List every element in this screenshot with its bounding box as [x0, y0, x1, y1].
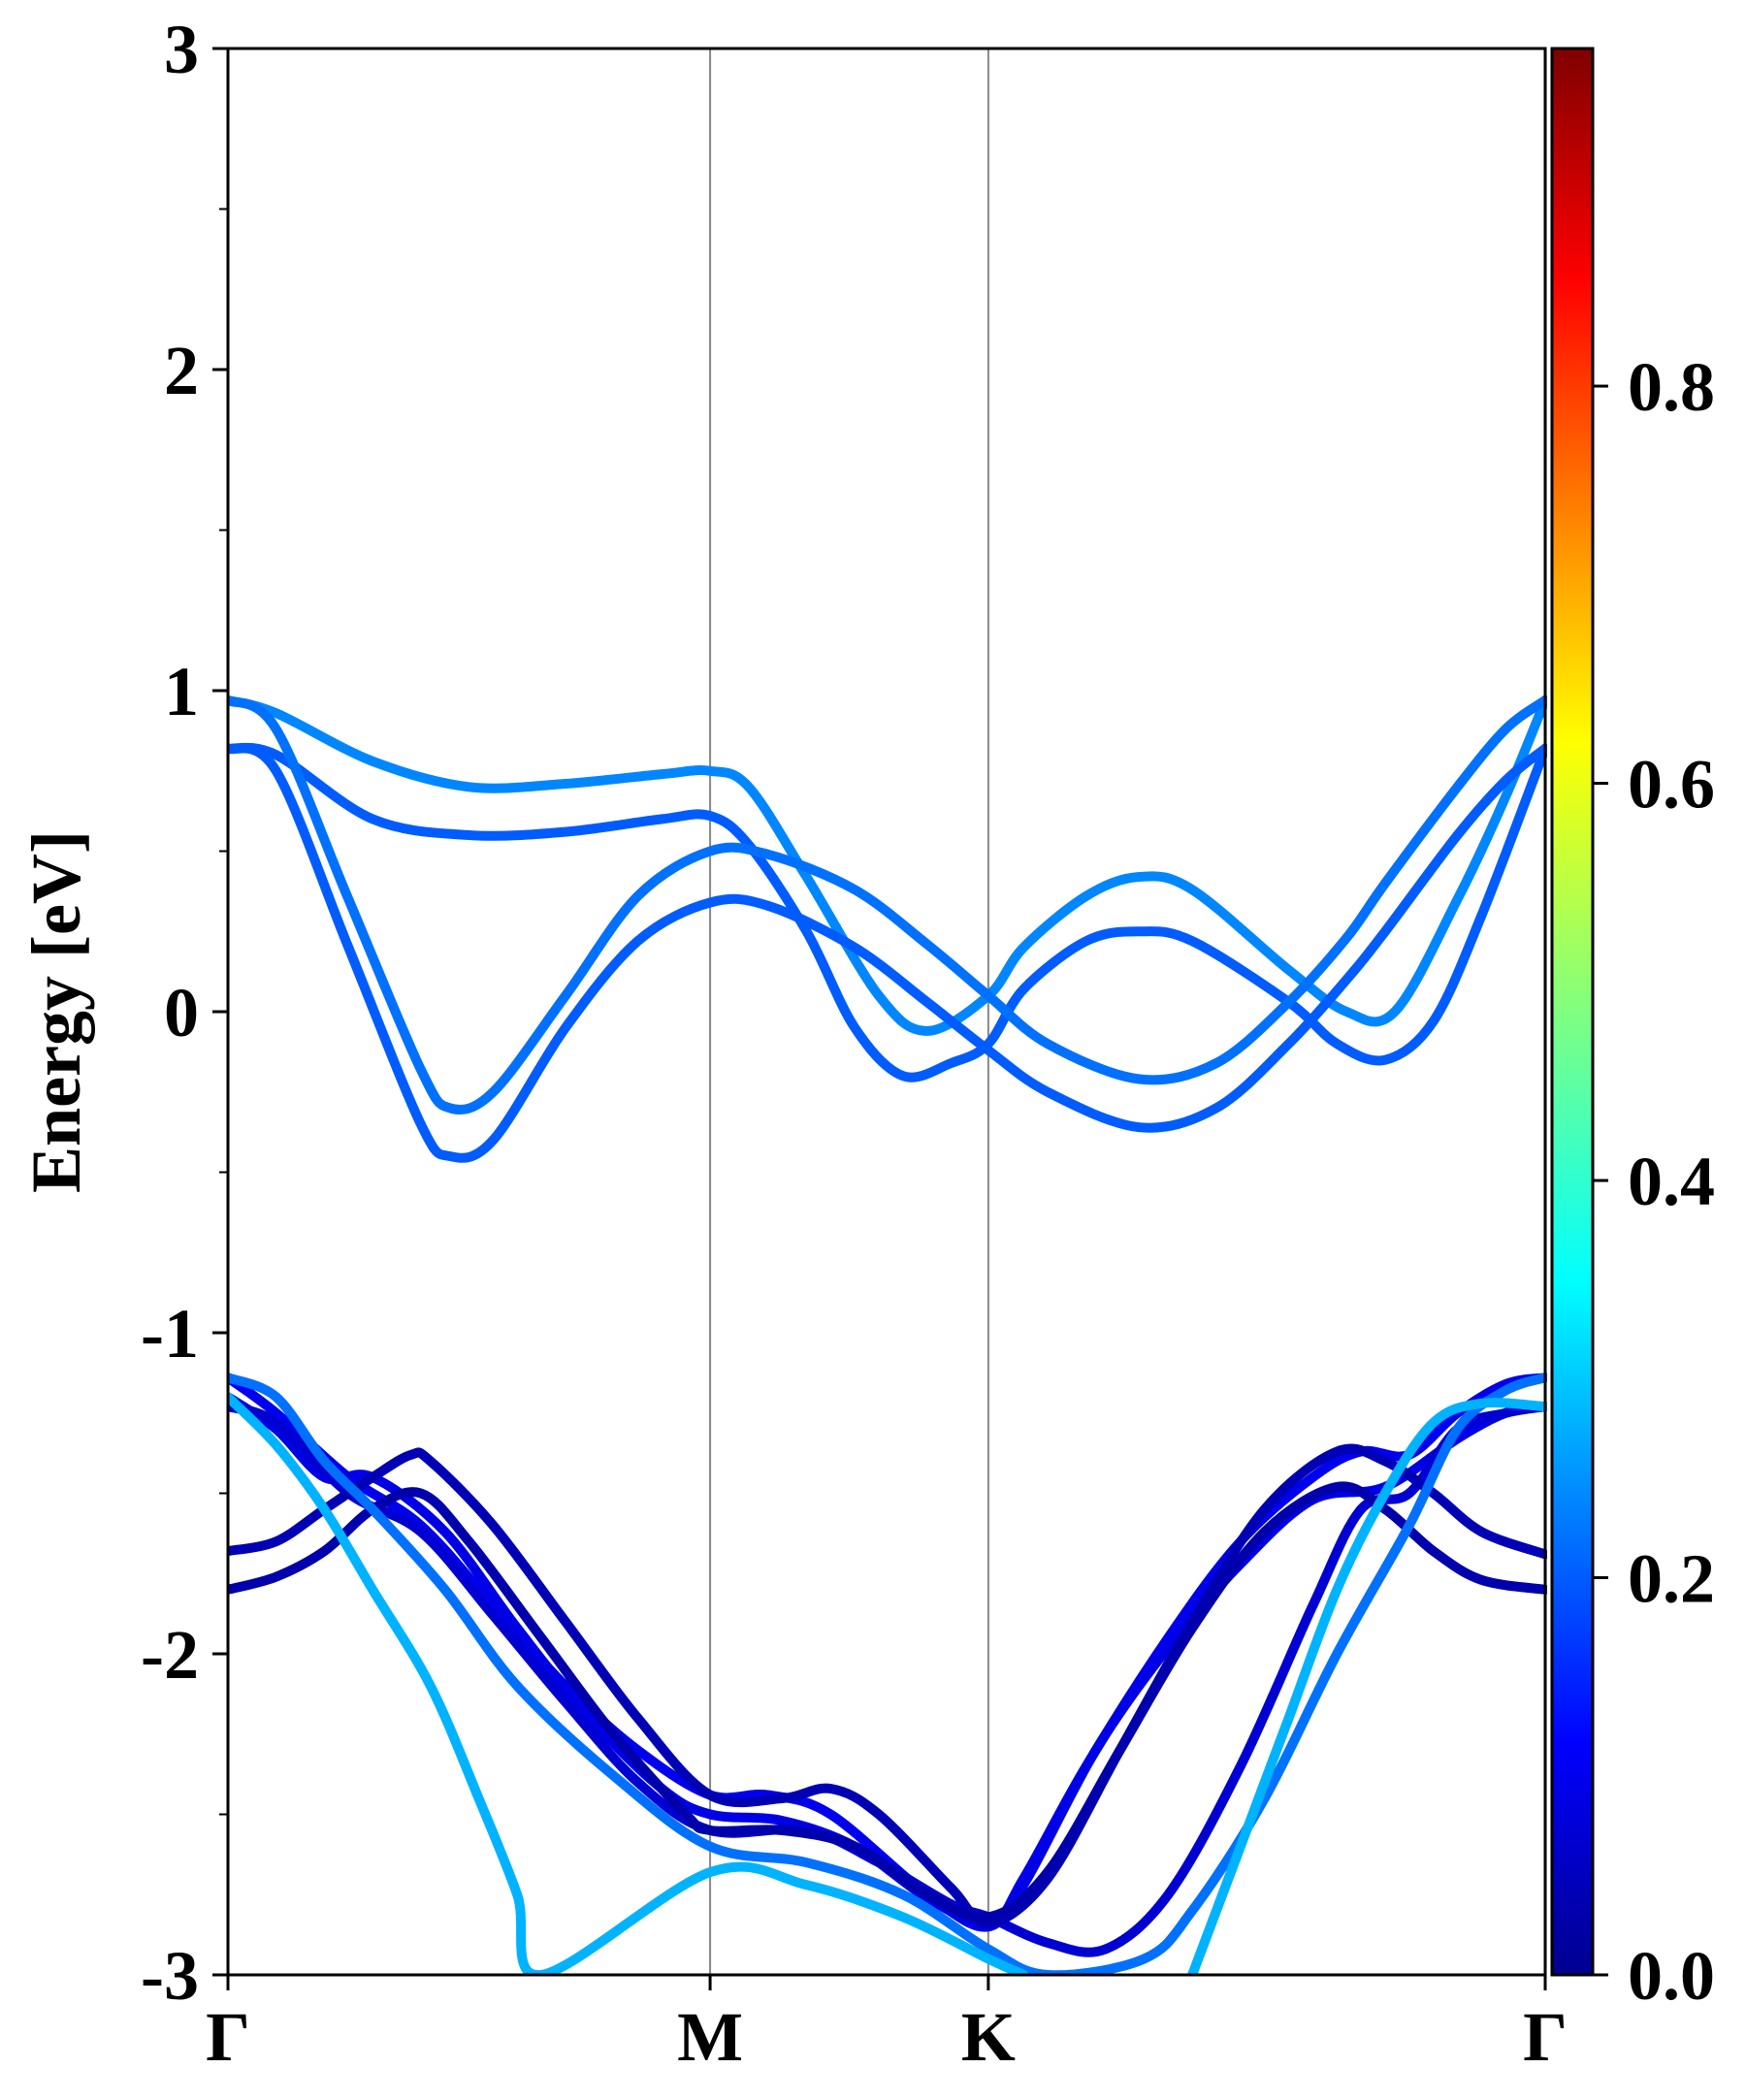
band-line — [228, 743, 1547, 1163]
x-tick-label: M — [677, 1998, 743, 2076]
band-line — [228, 1373, 1547, 1975]
y-tick-label: 2 — [164, 332, 199, 409]
colorbar — [1550, 47, 1595, 1977]
y-tick-label: -2 — [141, 1616, 199, 1694]
x-tick-label: K — [961, 1998, 1016, 2076]
band-line — [228, 1481, 1547, 1923]
colorbar-tick-label: 0.4 — [1628, 1143, 1715, 1220]
band-line — [1187, 1398, 1547, 1975]
band-line — [228, 1392, 1029, 1975]
colorbar-ticks: 0.0 0.2 0.4 0.6 0.8 — [1593, 348, 1715, 2015]
colorbar-tick-label: 0.0 — [1628, 1937, 1715, 2015]
x-tick-label: Γ — [1523, 1998, 1568, 2076]
y-tick-label: -3 — [141, 1937, 199, 2015]
y-axis-label: Energy [eV] — [17, 830, 95, 1193]
colorbar-tick-label: 0.2 — [1628, 1540, 1715, 1618]
colorbar-tick-label: 0.8 — [1628, 348, 1715, 426]
x-tick-label: Γ — [206, 1998, 250, 2076]
y-tick-label: 1 — [164, 653, 199, 730]
y-tick-label: -1 — [141, 1295, 199, 1373]
kpath-divider-lines — [709, 48, 989, 1975]
y-tick-label: 3 — [164, 11, 199, 88]
band-line — [228, 695, 1547, 1115]
band-line — [228, 742, 1547, 1082]
band-lines — [228, 695, 1547, 1975]
band-line — [228, 1443, 1547, 1928]
colorbar-tick-label: 0.6 — [1628, 746, 1715, 824]
y-tick-label: 0 — [164, 974, 199, 1051]
band-line — [228, 1392, 1547, 1929]
y-axis-ticks: 3 2 1 0 -1 -2 -3 — [141, 11, 228, 2015]
band-line — [228, 695, 1547, 1036]
